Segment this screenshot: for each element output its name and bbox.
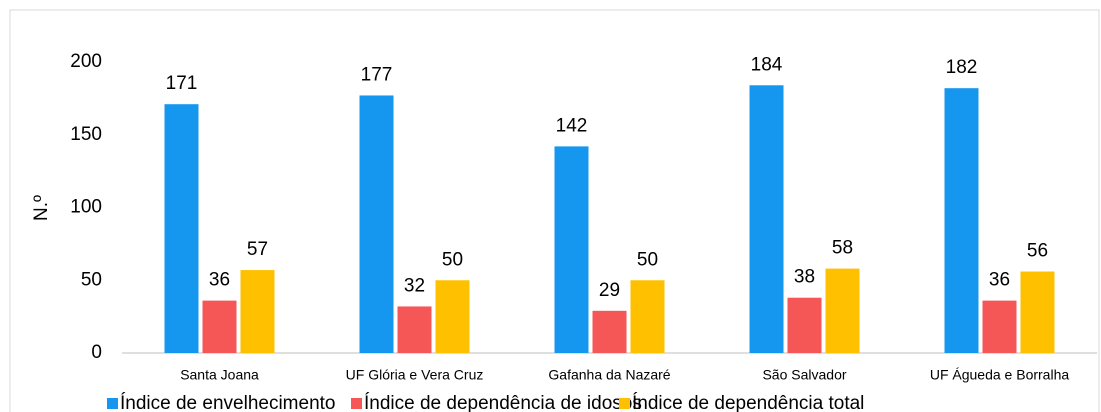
bar <box>240 270 275 353</box>
bar <box>825 268 860 353</box>
data-label: 38 <box>794 267 815 288</box>
legend-swatch <box>351 398 362 409</box>
bar <box>749 85 784 353</box>
x-tick-label: UF Glória e Vera Cruz <box>346 367 484 383</box>
bar <box>359 95 394 353</box>
data-label: 57 <box>247 239 268 260</box>
bar <box>1020 271 1055 353</box>
bar <box>630 280 665 353</box>
y-tick-label: 100 <box>70 197 102 218</box>
y-tick-label: 50 <box>81 269 102 290</box>
y-tick-label: 200 <box>70 51 102 72</box>
legend-swatch <box>107 398 118 409</box>
bar <box>554 146 589 353</box>
bar <box>592 310 627 353</box>
y-tick-label: 0 <box>91 342 102 363</box>
legend-label: Índice de dependência de idosos <box>364 393 642 412</box>
data-label: 50 <box>442 249 463 270</box>
legend-label: Índice de dependência total <box>632 393 864 412</box>
data-label: 56 <box>1027 241 1048 262</box>
data-label: 184 <box>751 54 783 75</box>
x-tick-label: UF Águeda e Borralha <box>930 367 1070 383</box>
x-tick-label: Gafanha da Nazaré <box>548 367 670 383</box>
x-tick-label: Santa Joana <box>180 367 259 383</box>
bar <box>982 300 1017 353</box>
bar <box>944 88 979 353</box>
bar <box>435 280 470 353</box>
data-label: 50 <box>637 249 658 270</box>
data-label: 58 <box>832 238 853 259</box>
data-label: 177 <box>361 64 393 85</box>
data-label: 182 <box>946 57 978 78</box>
bar <box>164 104 199 353</box>
bar <box>787 297 822 353</box>
bar <box>202 300 237 353</box>
data-label: 171 <box>166 73 198 94</box>
data-label: 29 <box>599 280 620 301</box>
x-tick-label: São Salvador <box>762 367 846 383</box>
y-tick-label: 150 <box>70 124 102 145</box>
legend-swatch <box>619 398 630 409</box>
data-label: 36 <box>989 270 1010 291</box>
data-label: 142 <box>556 115 588 136</box>
data-label: 32 <box>404 275 425 296</box>
bar <box>397 306 432 353</box>
y-axis-label: N.º <box>31 195 52 221</box>
legend-label: Índice de envelhecimento <box>120 393 335 412</box>
data-label: 36 <box>209 270 230 291</box>
